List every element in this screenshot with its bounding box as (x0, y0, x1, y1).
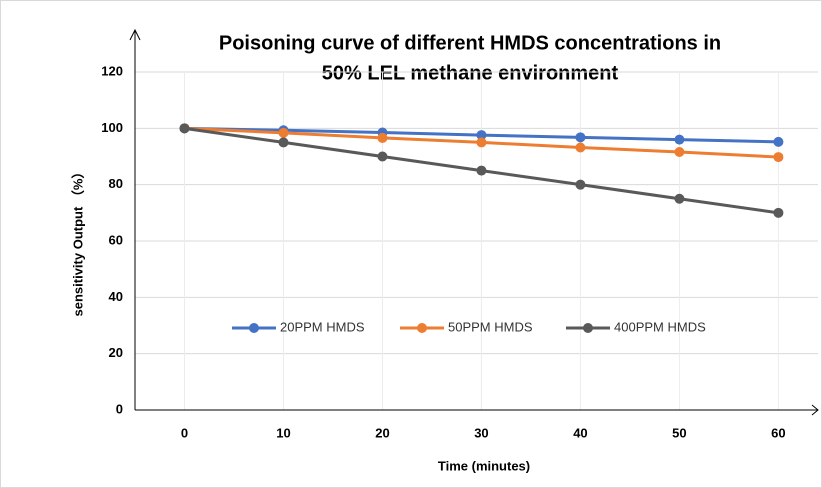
data-point (575, 179, 586, 190)
data-point (179, 123, 190, 134)
y-tick-label: 60 (109, 232, 123, 247)
data-point (575, 132, 586, 143)
x-axis-label: Time (minutes) (438, 458, 530, 473)
data-point (476, 165, 487, 176)
data-point (476, 130, 487, 141)
data-point (674, 134, 685, 145)
x-tick-label: 30 (474, 425, 488, 440)
y-tick-label: 40 (109, 289, 123, 304)
data-point (377, 132, 388, 143)
y-tick-label: 80 (109, 176, 123, 191)
legend-label: 400PPM HMDS (614, 319, 706, 334)
legend-marker (583, 323, 593, 333)
y-tick-label: 0 (116, 401, 123, 416)
legend-label: 20PPM HMDS (280, 319, 365, 334)
data-point (674, 193, 685, 204)
x-axis-arrow (811, 404, 819, 416)
y-tick-label: 100 (101, 120, 123, 135)
chart-title: Poisoning curve of different HMDS concen… (219, 32, 721, 54)
chart-title: 50% LEL methane environment (322, 62, 619, 84)
y-tick-label: 20 (109, 345, 123, 360)
x-tick-label: 40 (573, 425, 587, 440)
x-tick-label: 0 (181, 425, 188, 440)
legend-label: 50PPM HMDS (448, 319, 533, 334)
y-tick-label: 120 (101, 63, 123, 78)
legend-marker (249, 323, 259, 333)
legend-marker (417, 323, 427, 333)
data-point (278, 137, 289, 148)
data-point (674, 146, 685, 157)
x-tick-label: 20 (375, 425, 389, 440)
data-point (773, 152, 784, 163)
data-point (377, 151, 388, 162)
data-point (575, 142, 586, 153)
data-point (773, 136, 784, 147)
x-tick-label: 10 (276, 425, 290, 440)
y-axis-arrow (129, 28, 141, 41)
data-point (773, 207, 784, 218)
data-point (278, 127, 289, 138)
y-axis-label: sensitivity Output （%） (70, 166, 85, 317)
x-tick-label: 60 (771, 425, 785, 440)
data-point (476, 137, 487, 148)
x-tick-label: 50 (672, 425, 686, 440)
